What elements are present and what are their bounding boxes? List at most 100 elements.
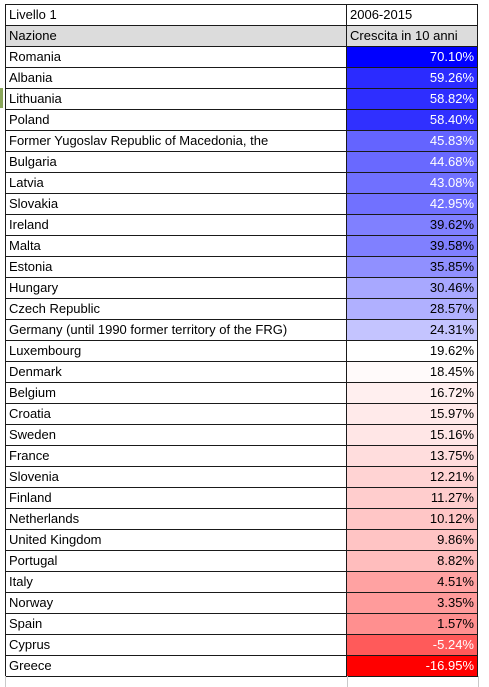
table-row: Germany (until 1990 former territory of … [5,319,478,341]
table-row: Romania 70.10% [5,46,478,68]
country-cell[interactable]: Germany (until 1990 former territory of … [5,319,347,341]
country-cell[interactable]: Denmark [5,361,347,383]
table-row: Bulgaria 44.68% [5,151,478,173]
country-cell[interactable]: Latvia [5,172,347,194]
table-row: Slovenia 12.21% [5,466,478,488]
growth-cell[interactable]: 59.26% [346,67,478,89]
country-cell[interactable]: Ireland [5,214,347,236]
country-cell[interactable]: France [5,445,347,467]
table-row: Spain 1.57% [5,613,478,635]
growth-cell[interactable]: 58.40% [346,109,478,131]
country-cell[interactable]: Lithuania [5,88,347,110]
growth-cell[interactable]: 13.75% [346,445,478,467]
table-row: Hungary 30.46% [5,277,478,299]
table-row: Latvia 43.08% [5,172,478,194]
country-cell[interactable]: Cyprus [5,634,347,656]
country-cell[interactable]: Slovakia [5,193,347,215]
table-row: Greece -16.95% [5,655,478,677]
table-row: Ireland 39.62% [5,214,478,236]
country-cell[interactable]: Albania [5,67,347,89]
table-row: Poland 58.40% [5,109,478,131]
table-row: Croatia 15.97% [5,403,478,425]
country-cell[interactable]: Croatia [5,403,347,425]
table-row: Finland 11.27% [5,487,478,509]
country-cell[interactable]: Hungary [5,277,347,299]
growth-cell[interactable]: 15.97% [346,403,478,425]
country-cell[interactable]: Former Yugoslav Republic of Macedonia, t… [5,130,347,152]
growth-cell[interactable]: -5.24% [346,634,478,656]
country-cell[interactable]: Malta [5,235,347,257]
table-row: Italy 4.51% [5,571,478,593]
country-cell[interactable]: Bulgaria [5,151,347,173]
country-cell[interactable]: Greece [5,655,347,677]
country-cell[interactable]: Spain [5,613,347,635]
growth-cell[interactable]: 9.86% [346,529,478,551]
growth-cell[interactable]: 43.08% [346,172,478,194]
table-row: Norway 3.35% [5,592,478,614]
growth-cell[interactable]: 1.57% [346,613,478,635]
growth-cell[interactable]: 39.58% [346,235,478,257]
growth-cell[interactable]: 11.27% [346,487,478,509]
growth-cell[interactable]: 44.68% [346,151,478,173]
growth-cell[interactable]: 16.72% [346,382,478,404]
table-row: Luxembourg 19.62% [5,340,478,362]
table-row: Czech Republic 28.57% [5,298,478,320]
country-cell[interactable]: Norway [5,592,347,614]
table-row: Belgium 16.72% [5,382,478,404]
country-cell[interactable]: Finland [5,487,347,509]
row-selection-marker [0,88,3,108]
table-row: Estonia 35.85% [5,256,478,278]
table-row: Portugal 8.82% [5,550,478,572]
growth-cell[interactable]: 28.57% [346,298,478,320]
growth-cell[interactable]: 70.10% [346,46,478,68]
country-cell[interactable]: United Kingdom [5,529,347,551]
level-label-cell[interactable]: Livello 1 [5,4,347,26]
column-header-row: Nazione Crescita in 10 anni [5,25,478,47]
growth-cell[interactable]: 30.46% [346,277,478,299]
growth-cell[interactable]: 24.31% [346,319,478,341]
table-row: Netherlands 10.12% [5,508,478,530]
grid-line [5,676,6,687]
growth-cell[interactable]: 10.12% [346,508,478,530]
table-row: Albania 59.26% [5,67,478,89]
country-cell[interactable]: Czech Republic [5,298,347,320]
growth-cell[interactable]: 42.95% [346,193,478,215]
country-cell[interactable]: Sweden [5,424,347,446]
table-row: Malta 39.58% [5,235,478,257]
table-row: Slovakia 42.95% [5,193,478,215]
table-row: Denmark 18.45% [5,361,478,383]
table-row: Sweden 15.16% [5,424,478,446]
growth-cell[interactable]: 35.85% [346,256,478,278]
growth-cell[interactable]: 8.82% [346,550,478,572]
growth-cell[interactable]: 3.35% [346,592,478,614]
growth-table: Livello 1 2006-2015 Nazione Crescita in … [5,4,478,677]
country-cell[interactable]: Slovenia [5,466,347,488]
table-row: Lithuania 58.82% [5,88,478,110]
growth-cell[interactable]: 15.16% [346,424,478,446]
growth-cell[interactable]: 58.82% [346,88,478,110]
country-cell[interactable]: Estonia [5,256,347,278]
table-row: Former Yugoslav Republic of Macedonia, t… [5,130,478,152]
growth-cell[interactable]: -16.95% [346,655,478,677]
country-cell[interactable]: Luxembourg [5,340,347,362]
country-cell[interactable]: Portugal [5,550,347,572]
country-cell[interactable]: Italy [5,571,347,593]
growth-cell[interactable]: 4.51% [346,571,478,593]
period-cell[interactable]: 2006-2015 [346,4,478,26]
country-cell[interactable]: Netherlands [5,508,347,530]
growth-column-header[interactable]: Crescita in 10 anni [346,25,478,47]
growth-cell[interactable]: 18.45% [346,361,478,383]
table-row: France 13.75% [5,445,478,467]
country-cell[interactable]: Poland [5,109,347,131]
growth-cell[interactable]: 45.83% [346,130,478,152]
growth-cell[interactable]: 39.62% [346,214,478,236]
grid-line [347,676,348,687]
title-row: Livello 1 2006-2015 [5,4,478,26]
growth-cell[interactable]: 19.62% [346,340,478,362]
table-row: Cyprus -5.24% [5,634,478,656]
growth-cell[interactable]: 12.21% [346,466,478,488]
country-cell[interactable]: Romania [5,46,347,68]
grid-line [478,676,479,687]
country-column-header[interactable]: Nazione [5,25,347,47]
country-cell[interactable]: Belgium [5,382,347,404]
